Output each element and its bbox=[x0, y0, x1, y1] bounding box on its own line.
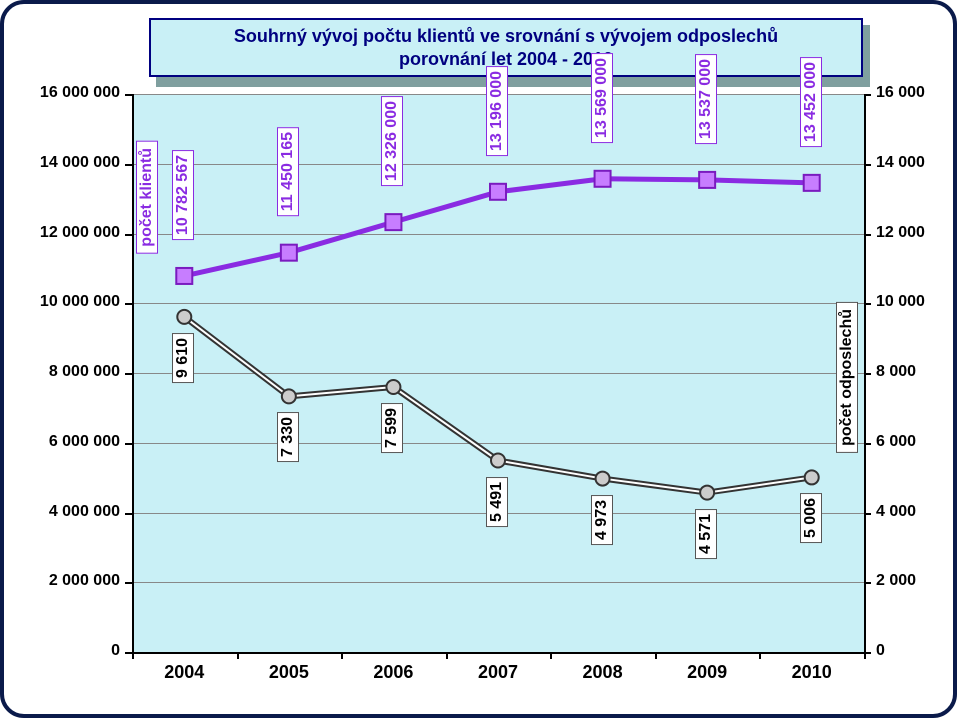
gridline bbox=[132, 373, 864, 374]
y-left-label: 8 000 000 bbox=[4, 363, 120, 381]
series-label-odposlechu: počet odposlechů bbox=[836, 302, 858, 453]
y-right-label: 0 bbox=[876, 642, 885, 660]
x-label: 2005 bbox=[249, 662, 329, 683]
y-right-label: 2 000 bbox=[876, 572, 916, 590]
y-right-label: 16 000 bbox=[876, 84, 925, 102]
x-tick bbox=[341, 652, 343, 659]
gridline bbox=[132, 234, 864, 235]
y-left-label: 14 000 000 bbox=[4, 154, 120, 172]
y-left-label: 16 000 000 bbox=[4, 84, 120, 102]
y-left-label: 2 000 000 bbox=[4, 572, 120, 590]
klientu-value-label: 11 450 165 bbox=[277, 127, 299, 216]
y-right-label: 4 000 bbox=[876, 503, 916, 521]
odposlechu-value-label: 5 491 bbox=[486, 477, 508, 527]
klientu-value-label: 13 196 000 bbox=[486, 66, 508, 156]
x-label: 2009 bbox=[667, 662, 747, 683]
gridline bbox=[132, 582, 864, 583]
klientu-value-label: 13 452 000 bbox=[800, 57, 822, 147]
odposlechu-value-label: 7 330 bbox=[277, 412, 299, 462]
odposlechu-value-label: 4 571 bbox=[695, 509, 717, 559]
y-left-label: 0 bbox=[4, 642, 120, 660]
x-label: 2008 bbox=[563, 662, 643, 683]
x-tick bbox=[864, 652, 866, 659]
y-left-tick bbox=[125, 373, 132, 375]
x-tick bbox=[446, 652, 448, 659]
odposlechu-value-label: 9 610 bbox=[172, 333, 194, 383]
y-right-label: 10 000 bbox=[876, 293, 925, 311]
gridline bbox=[132, 303, 864, 304]
x-label: 2007 bbox=[458, 662, 538, 683]
y-left-label: 6 000 000 bbox=[4, 433, 120, 451]
x-label: 2010 bbox=[772, 662, 852, 683]
y-left-tick bbox=[125, 303, 132, 305]
x-tick bbox=[655, 652, 657, 659]
y-right-label: 8 000 bbox=[876, 363, 916, 381]
axis-line bbox=[132, 94, 134, 652]
y-left-tick bbox=[125, 513, 132, 515]
series-label-klientu: počet klientů bbox=[136, 141, 158, 254]
y-left-label: 12 000 000 bbox=[4, 224, 120, 242]
x-tick bbox=[132, 652, 134, 659]
y-right-label: 14 000 bbox=[876, 154, 925, 172]
y-left-tick bbox=[125, 652, 132, 654]
klientu-value-label: 13 537 000 bbox=[695, 54, 717, 144]
odposlechu-value-label: 4 973 bbox=[591, 495, 613, 545]
x-tick bbox=[550, 652, 552, 659]
klientu-value-label: 10 782 567 bbox=[172, 150, 194, 240]
title-line1: Souhrný vývoj počtu klientů ve srovnání … bbox=[234, 26, 778, 46]
x-tick bbox=[759, 652, 761, 659]
odposlechu-value-label: 5 006 bbox=[800, 493, 822, 543]
y-left-label: 10 000 000 bbox=[4, 293, 120, 311]
y-left-tick bbox=[125, 94, 132, 96]
klientu-value-label: 12 326 000 bbox=[381, 96, 403, 186]
y-left-label: 4 000 000 bbox=[4, 503, 120, 521]
y-left-tick bbox=[125, 234, 132, 236]
axis-line bbox=[864, 94, 866, 652]
chart-frame: Souhrný vývoj počtu klientů ve srovnání … bbox=[0, 0, 957, 718]
gridline bbox=[132, 164, 864, 165]
y-left-tick bbox=[125, 164, 132, 166]
klientu-value-label: 13 569 000 bbox=[591, 53, 613, 143]
y-right-label: 6 000 bbox=[876, 433, 916, 451]
x-tick bbox=[237, 652, 239, 659]
x-label: 2004 bbox=[144, 662, 224, 683]
y-left-tick bbox=[125, 582, 132, 584]
axis-line bbox=[132, 652, 864, 654]
gridline bbox=[132, 443, 864, 444]
y-left-tick bbox=[125, 443, 132, 445]
odposlechu-value-label: 7 599 bbox=[381, 403, 403, 453]
y-right-label: 12 000 bbox=[876, 224, 925, 242]
x-label: 2006 bbox=[353, 662, 433, 683]
